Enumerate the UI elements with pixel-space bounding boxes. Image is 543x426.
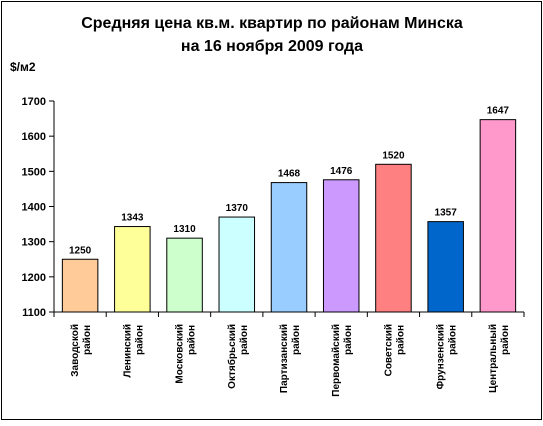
chart-title-line1: Средняя цена кв.м. квартир по районам Ми… [81, 15, 463, 32]
y-tick-label: 1700 [22, 96, 46, 108]
bar [375, 163, 412, 313]
bar [270, 182, 308, 313]
bar [218, 216, 256, 313]
x-tick-label: Центральный [488, 324, 499, 393]
plot-area: 1100 1200 1300 1400 1500 1600 1700 1250 Заводско… [22, 96, 525, 397]
y-tick-label: 1200 [22, 272, 46, 284]
data-label: 1343 [121, 213, 144, 224]
data-label: 1370 [226, 203, 249, 214]
x-tick-label: район [187, 325, 198, 355]
y-tick-label: 1400 [22, 202, 46, 214]
x-tick-label: Московский [175, 324, 186, 384]
x-tick-label: Первомайский [331, 324, 342, 397]
x-tick-label: район [448, 325, 459, 355]
x-tick-label: район [291, 325, 302, 355]
y-tick-label: 1100 [22, 307, 46, 319]
y-tick-label: 1300 [22, 237, 46, 249]
x-tick-label: Октябрьский [226, 324, 238, 389]
data-label: 1520 [382, 150, 405, 161]
x-tick-label: район [134, 325, 145, 355]
x-tick-label: район [82, 325, 93, 355]
data-label: 1250 [69, 245, 92, 256]
data-label: 1647 [487, 106, 510, 117]
x-tick-label: район [395, 325, 406, 355]
y-tick-label: 1500 [22, 166, 46, 178]
bar [114, 226, 151, 313]
data-label: 1357 [435, 208, 458, 219]
x-tick-label: Ленинский [122, 324, 133, 378]
bar [479, 119, 517, 313]
bar [61, 258, 99, 313]
data-label: 1468 [278, 169, 301, 180]
bar [427, 221, 464, 313]
x-tick-label: Советский [383, 324, 394, 376]
x-tick-label: район [343, 325, 354, 355]
data-label: 1310 [173, 224, 196, 235]
x-tick-label: Партизанский [279, 324, 290, 393]
x-tick-label: Заводской [70, 324, 81, 377]
data-label: 1476 [330, 166, 353, 177]
y-axis-unit-label: $/м2 [10, 60, 36, 74]
x-tick-label: Фрунзенский [436, 324, 447, 389]
x-tick-label: район [239, 325, 250, 355]
bar [322, 179, 360, 313]
chart-title-line2: на 16 ноября 2009 года [181, 38, 363, 55]
x-tick-label: район [500, 325, 511, 355]
y-tick-label: 1600 [22, 131, 46, 143]
bar [166, 237, 203, 313]
